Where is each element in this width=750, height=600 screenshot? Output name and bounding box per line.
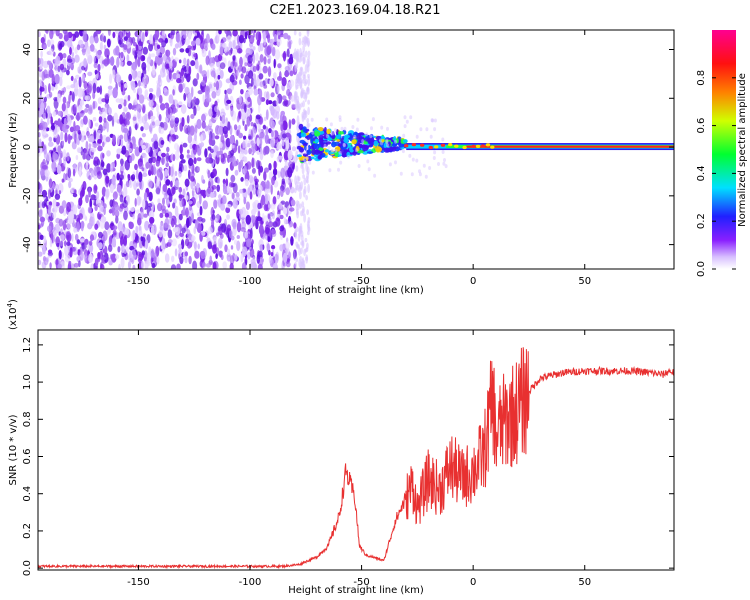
spectrogram-ytick-label: 40 (22, 43, 33, 56)
snr-ytick-label: 0.6 (22, 449, 33, 465)
spectrogram-xtick-label: -50 (353, 276, 369, 287)
snr-ylabel: SNR (10 * v/v) (8, 414, 19, 485)
spectrogram-image (38, 30, 674, 269)
colorbar-tick-label: 0.2 (696, 213, 707, 229)
spectrogram-ticks: -150 -100 -50 0 50 -40 -20 0 20 40 (22, 30, 674, 287)
snr-panel: -150 -100 -50 0 50 0.0 0.2 0.4 0.6 0.8 1.0 1.2 Heig… (6, 299, 675, 596)
colorbar: 0.0 0.2 0.4 0.6 0.8 Normalized spectral ampl… (696, 30, 748, 277)
snr-xtick-label: 50 (578, 577, 591, 588)
colorbar-tick-label: 0.6 (696, 118, 707, 134)
colorbar-gradient (712, 30, 736, 269)
snr-ticks: -150 -100 -50 0 50 0.0 0.2 0.4 0.6 0.8 1.0 1.2 (22, 330, 674, 588)
colorbar-tick-label: 0.4 (696, 165, 707, 181)
snr-xtick-label: -50 (353, 577, 369, 588)
snr-ytick-label: 1.0 (22, 374, 33, 390)
snr-ytick-label: 1.2 (22, 337, 33, 353)
spectrogram-xtick-label: 50 (578, 276, 591, 287)
colorbar-label: Normalized spectral amplitude (737, 73, 748, 227)
snr-ytick-label: 0.2 (22, 523, 33, 539)
snr-series-line (38, 347, 674, 570)
page-title: C2E1.2023.169.04.18.R21 (269, 3, 440, 18)
snr-ytick-label: 0.4 (22, 486, 33, 502)
colorbar-tick-label: 0.0 (696, 261, 707, 277)
spectrogram-panel: -150 -100 -50 0 50 -40 -20 0 20 40 Height of stra… (8, 29, 675, 296)
spectrogram-xtick-label: -100 (239, 276, 262, 287)
spectrogram-xlabel: Height of straight line (km) (288, 285, 424, 296)
snr-xtick-label: -150 (127, 577, 150, 588)
snr-ytick-label: 0.0 (22, 560, 33, 576)
snr-frame (37, 329, 675, 571)
spectrogram-ylabel: Frequency (Hz) (8, 112, 19, 188)
spectrogram-xtick-label: -150 (127, 276, 150, 287)
spectrogram-xtick-label: 0 (470, 276, 476, 287)
snr-xlabel: Height of straight line (km) (288, 585, 424, 596)
spectrogram-ytick-label: -40 (22, 236, 33, 252)
spectrogram-frame (37, 29, 675, 270)
snr-ytick-label: 0.8 (22, 411, 33, 427)
snr-multiplier: (x104) (6, 299, 19, 330)
snr-xtick-label: 0 (470, 577, 476, 588)
spectrogram-ytick-label: 20 (22, 92, 33, 105)
spectrogram-ytick-label: -20 (22, 188, 33, 204)
colorbar-tick-label: 0.8 (696, 70, 707, 86)
snr-xtick-label: -100 (239, 577, 262, 588)
spectrogram-ytick-label: 0 (22, 144, 33, 150)
colorbar-ticks: 0.0 0.2 0.4 0.6 0.8 (696, 70, 736, 277)
